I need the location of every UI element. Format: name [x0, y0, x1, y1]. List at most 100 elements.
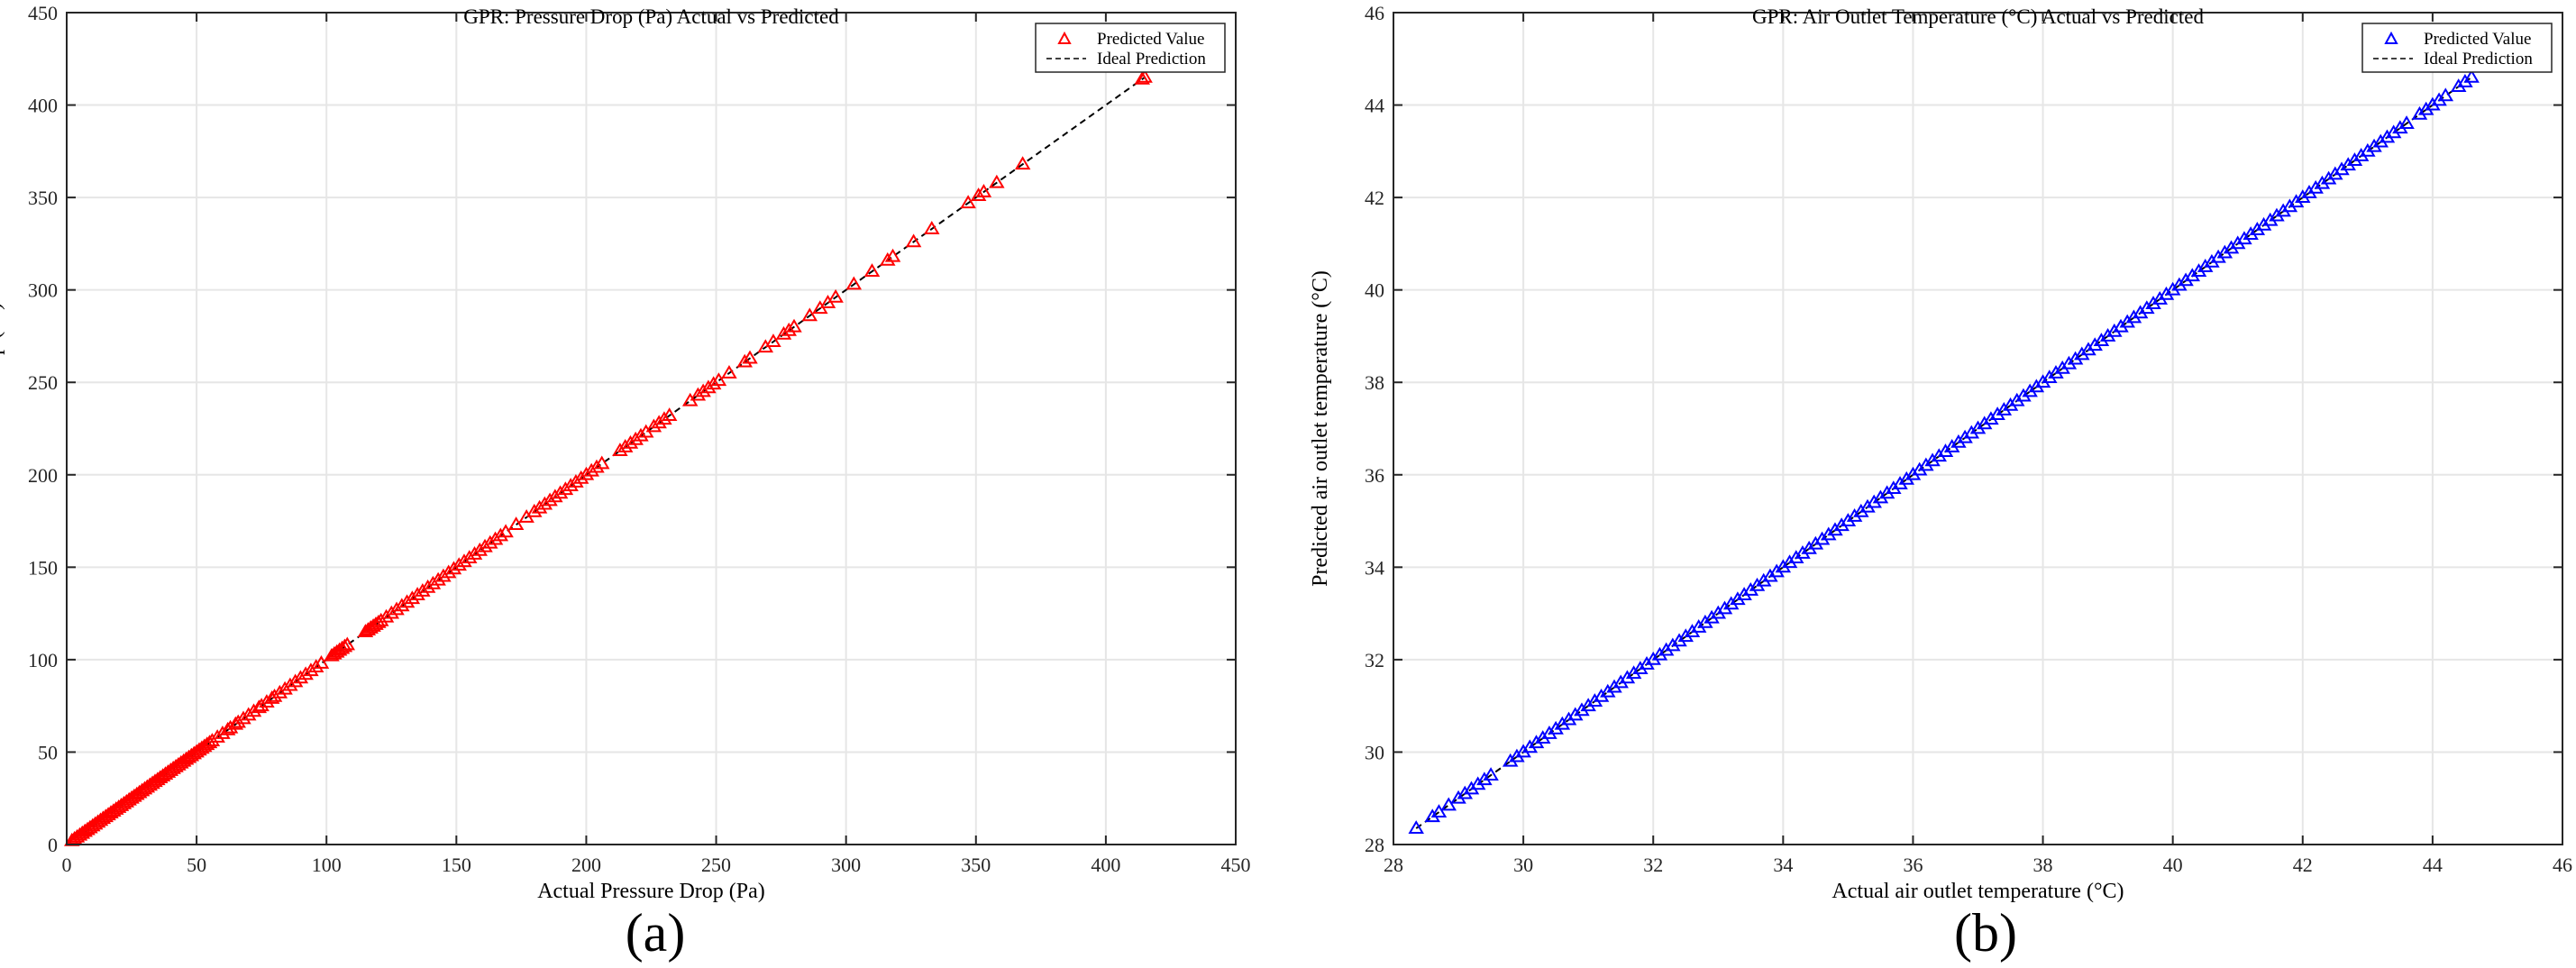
- x-tick-label: 100: [312, 854, 342, 876]
- data-point: [307, 659, 324, 672]
- data-point: [383, 605, 400, 619]
- data-point: [336, 638, 353, 653]
- data-point: [622, 434, 639, 449]
- data-point: [398, 594, 416, 608]
- x-tick-label: 300: [831, 854, 861, 876]
- data-point: [303, 662, 319, 677]
- data-point: [562, 478, 579, 491]
- data-point: [440, 564, 457, 579]
- y-tick-label: 200: [28, 464, 58, 487]
- x-tick-label: 200: [571, 854, 601, 876]
- data-point: [507, 516, 525, 531]
- data-point: [742, 350, 758, 364]
- data-point: [645, 418, 662, 433]
- panel-a-caption: (a): [625, 903, 686, 963]
- data-point: [368, 616, 384, 630]
- legend-label-ideal: Ideal Prediction: [2424, 50, 2533, 68]
- data-point: [695, 383, 711, 397]
- data-point: [1408, 820, 1424, 834]
- data-point: [801, 307, 818, 322]
- predicted-series: [1408, 68, 2480, 834]
- data-point: [863, 263, 881, 278]
- x-tick-label: 40: [2163, 854, 2183, 876]
- data-point: [765, 333, 781, 347]
- y-tick-label: 44: [1365, 95, 1384, 117]
- chart-panel-a: 0 50 100 150 200 250 300 350 400 450 0 50 100 150 200 2…: [0, 2, 1251, 903]
- x-tick-label: 46: [2553, 854, 2572, 876]
- panel-b-caption: (b): [1954, 903, 2017, 963]
- x-tick-label: 30: [1513, 854, 1533, 876]
- x-tick-label: 50: [187, 854, 206, 876]
- data-point: [633, 427, 649, 442]
- axes-box: [1393, 12, 2563, 845]
- y-tick-label: 34: [1365, 556, 1384, 579]
- data-point: [333, 640, 351, 654]
- data-point: [1483, 767, 1499, 781]
- data-point: [425, 575, 442, 589]
- x-tick-label: 350: [961, 854, 991, 876]
- legend-label-ideal: Ideal Prediction: [1097, 50, 1206, 68]
- y-tick-label: 250: [28, 371, 58, 394]
- y-axis-label: Predicted air outlet temperature (°C): [1309, 270, 1332, 587]
- data-point: [578, 466, 595, 480]
- x-tick-label: 32: [1643, 854, 1663, 876]
- data-point: [235, 710, 251, 725]
- data-point: [705, 376, 722, 390]
- x-tick-label: 28: [1384, 854, 1403, 876]
- data-point: [498, 524, 514, 538]
- data-point: [775, 325, 792, 340]
- data-point: [456, 553, 472, 568]
- y-tick-label: 32: [1365, 649, 1384, 671]
- y-tick-label: 38: [1365, 371, 1384, 394]
- y-tick-label: 350: [28, 187, 58, 209]
- data-point: [536, 496, 553, 510]
- legend-label-predicted: Predicted Value: [2424, 30, 2531, 49]
- data-point: [526, 503, 543, 517]
- data-point: [845, 276, 863, 290]
- data-point: [542, 492, 558, 507]
- data-point: [419, 579, 436, 593]
- data-point: [388, 601, 405, 616]
- data-point: [1014, 156, 1031, 170]
- data-point: [435, 568, 452, 582]
- data-point: [404, 590, 421, 605]
- data-point: [547, 489, 563, 503]
- data-point: [975, 183, 992, 197]
- data-point: [568, 474, 584, 488]
- data-point: [445, 561, 462, 575]
- data-point: [266, 688, 283, 702]
- data-point: [471, 542, 489, 556]
- data-point: [378, 608, 395, 623]
- data-point: [277, 680, 293, 695]
- y-tick-label: 50: [38, 741, 58, 763]
- data-point: [461, 550, 478, 563]
- data-point: [1430, 804, 1448, 818]
- legend-marker-predicted: [2384, 31, 2398, 44]
- data-point: [2463, 68, 2480, 83]
- data-point: [1440, 797, 1457, 811]
- data-point: [373, 612, 389, 626]
- y-tick-label: 28: [1365, 834, 1384, 856]
- data-point: [209, 729, 225, 743]
- data-point: [297, 666, 314, 680]
- data-point: [827, 288, 844, 303]
- data-point: [409, 587, 425, 600]
- x-axis-label: Actual Pressure Drop (Pa): [537, 880, 765, 903]
- legend-box: [2361, 23, 2553, 73]
- x-axis-label: Actual air outlet temperature (°C): [1832, 880, 2124, 903]
- data-point: [627, 431, 644, 445]
- data-point: [430, 571, 446, 586]
- data-point: [282, 677, 298, 691]
- y-tick-label: 30: [1365, 741, 1384, 763]
- data-point: [492, 527, 509, 542]
- x-tick-label: 400: [1091, 854, 1120, 876]
- data-point: [477, 538, 493, 552]
- legend-label-predicted: Predicted Value: [1097, 30, 1204, 49]
- data-point: [241, 707, 257, 721]
- y-tick-label: 40: [1365, 279, 1384, 302]
- data-point: [690, 387, 707, 401]
- y-tick-label: 450: [28, 2, 58, 24]
- axes-box: [66, 12, 1237, 845]
- data-point: [721, 364, 737, 379]
- data-point: [905, 233, 922, 248]
